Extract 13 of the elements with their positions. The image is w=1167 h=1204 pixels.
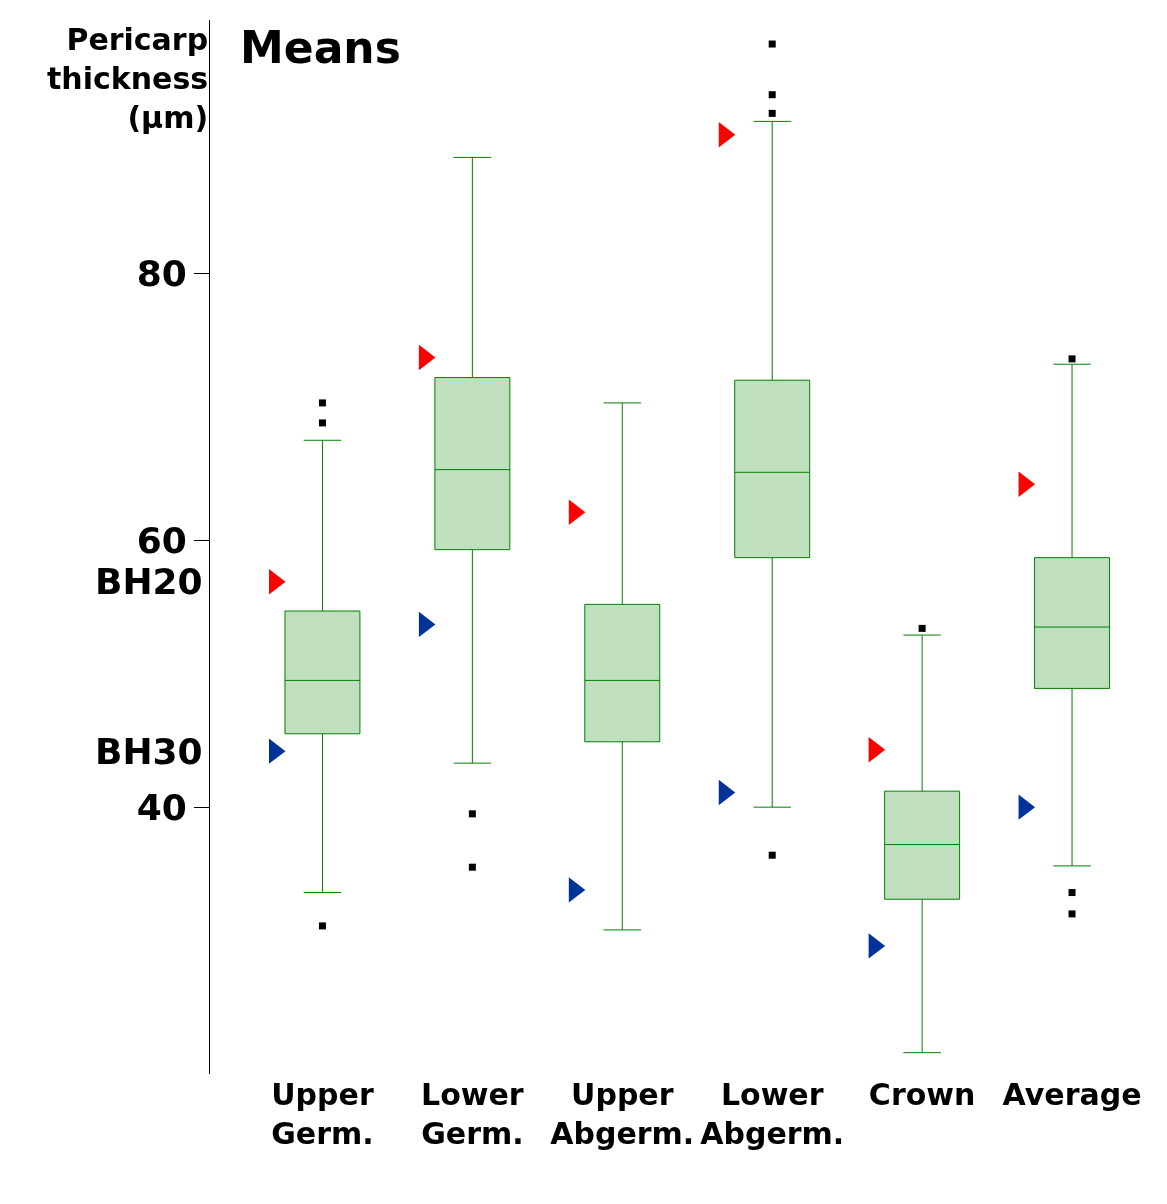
y-axis-title: Pericarp thickness (µm) <box>47 22 209 135</box>
y-tick-label: 80 <box>136 253 187 295</box>
chart-title: Means <box>240 22 401 73</box>
x-tick-label: Lower Abgerm. <box>700 1077 845 1151</box>
y-tick-label: 60 <box>136 519 187 561</box>
series-label: BH30 <box>95 731 203 772</box>
x-tick-label: Upper Abgerm. <box>550 1077 695 1151</box>
x-tick-label: Average <box>1002 1077 1142 1112</box>
y-tick-label: 40 <box>136 786 187 828</box>
x-tick-label: Lower Germ. <box>421 1077 524 1151</box>
x-tick-label: Crown <box>868 1077 976 1112</box>
series-label: BH20 <box>95 561 203 602</box>
x-tick-label: Upper Germ. <box>271 1077 374 1151</box>
